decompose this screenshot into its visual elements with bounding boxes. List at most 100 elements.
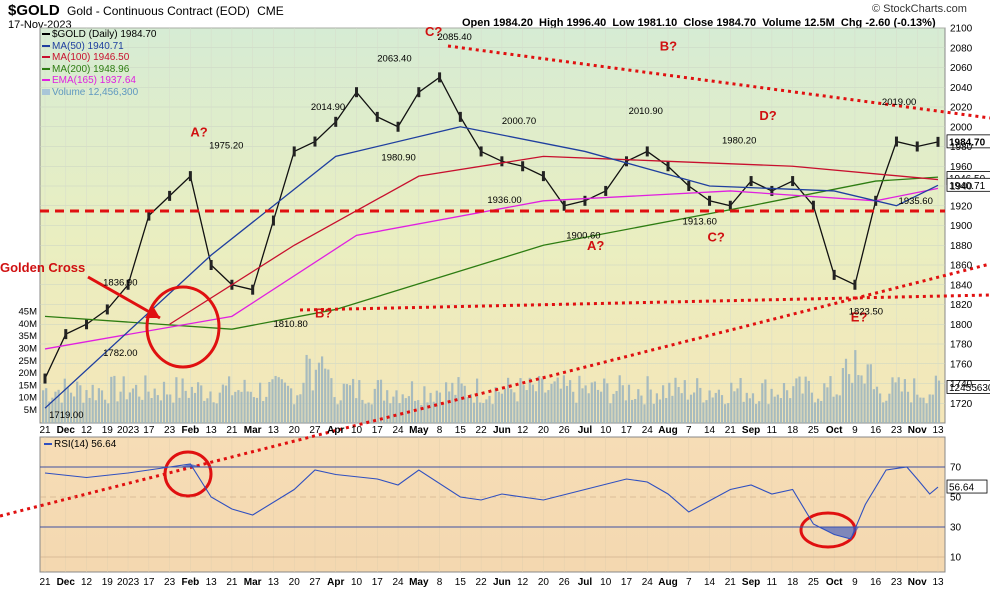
volume-bar xyxy=(206,398,209,423)
volume-bar xyxy=(584,385,587,423)
volume-bar xyxy=(423,386,426,423)
volume-tick-label: 35M xyxy=(19,331,38,342)
axis-badge-box xyxy=(946,380,990,394)
volume-bar xyxy=(652,403,655,423)
volume-bar xyxy=(203,400,206,423)
volume-bar xyxy=(720,395,724,423)
price-candle xyxy=(624,156,628,167)
volume-bar xyxy=(277,377,280,423)
volume-bar xyxy=(559,388,562,423)
price-label: 2063.40 xyxy=(377,54,411,65)
rsi-x-tick-label: 23 xyxy=(891,577,903,588)
volume-bar xyxy=(178,397,181,423)
volume-bar xyxy=(54,391,57,423)
rsi-swatch xyxy=(44,443,52,446)
volume-bar xyxy=(45,388,48,423)
volume-bar xyxy=(888,393,891,423)
ma100-line xyxy=(169,155,939,325)
volume-bar xyxy=(931,394,934,423)
rsi-x-tick-label: 17 xyxy=(143,577,155,588)
volume-bar xyxy=(637,389,640,423)
volume-bar xyxy=(538,375,541,423)
volume-bar xyxy=(553,381,556,423)
legend-item-ma100: MA(100) 1946.50 xyxy=(42,52,157,64)
volume-bar xyxy=(162,381,166,423)
volume-bar xyxy=(736,388,739,423)
volume-bar xyxy=(398,403,401,423)
volume-bar xyxy=(197,382,200,423)
volume-bar xyxy=(714,392,717,423)
rsi-x-tick-label: 8 xyxy=(437,577,443,588)
x-tick-label: Dec xyxy=(57,425,76,436)
volume-bar xyxy=(547,390,550,423)
volume-bar xyxy=(63,378,66,423)
volume-bar xyxy=(751,393,755,423)
volume-bar xyxy=(875,386,879,423)
price-candle xyxy=(583,195,587,206)
x-tick-label: 13 xyxy=(932,425,944,436)
neckline-trendline xyxy=(299,293,990,312)
volume-bar xyxy=(454,394,457,423)
rsi-x-tick-label: 25 xyxy=(808,577,820,588)
volume-bar xyxy=(795,378,798,423)
price-candle xyxy=(500,156,504,167)
volume-bar xyxy=(786,390,789,423)
volume-bar xyxy=(764,379,767,423)
volume-bar xyxy=(286,385,290,423)
volume-bar xyxy=(463,385,466,423)
rsi-x-tick-label: Feb xyxy=(181,577,199,588)
price-label: 1913.60 xyxy=(683,217,717,228)
x-tick-label: Feb xyxy=(181,425,199,436)
rsi-badge-label: 56.64 xyxy=(949,483,974,494)
volume-bar xyxy=(113,375,116,423)
x-tick-label: 17 xyxy=(372,425,384,436)
volume-bar xyxy=(460,383,463,423)
wave-annotation: B? xyxy=(660,39,677,54)
volume-bar xyxy=(748,398,751,423)
x-tick-label: 13 xyxy=(268,425,280,436)
x-tick-label: 27 xyxy=(309,425,321,436)
price-candle xyxy=(271,215,275,226)
volume-bar xyxy=(755,404,758,423)
rsi-x-tick-label: 15 xyxy=(455,577,467,588)
rsi-tick-label: 30 xyxy=(950,523,962,534)
price-label: 1975.20 xyxy=(209,140,243,151)
wave-annotation: B? xyxy=(315,305,332,320)
volume-bar xyxy=(283,382,286,423)
price-label: 1823.50 xyxy=(849,306,883,317)
volume-bar xyxy=(634,398,637,423)
header-symbol-line: $GOLD Gold - Continuous Contract (EOD) C… xyxy=(8,2,284,19)
volume-bar xyxy=(218,392,221,423)
volume-bar xyxy=(237,390,240,423)
volume-bar xyxy=(569,380,572,423)
y-tick-label: 1960 xyxy=(950,162,973,173)
volume-bar xyxy=(922,397,925,423)
volume-bar xyxy=(872,389,875,423)
x-tick-label: 23 xyxy=(164,425,176,436)
volume-bar xyxy=(274,375,277,423)
volume-bar xyxy=(141,399,144,423)
volume-bar xyxy=(885,400,888,423)
x-tick-label: 24 xyxy=(392,425,404,436)
volume-bar xyxy=(804,376,807,423)
volume-bar xyxy=(693,392,696,423)
volume-bar xyxy=(240,391,243,423)
volume-bar xyxy=(866,364,869,423)
volume-bar xyxy=(407,396,410,423)
volume-bar xyxy=(519,378,522,423)
volume-bar xyxy=(469,394,472,423)
volume-bar xyxy=(88,397,91,423)
volume-bar xyxy=(600,391,603,423)
price-candle xyxy=(645,146,649,157)
volume-bar xyxy=(224,385,228,423)
volume-bar xyxy=(193,392,197,423)
price-candle xyxy=(521,161,525,172)
rsi-x-tick-label: 17 xyxy=(621,577,633,588)
rsi-x-tick-label: 7 xyxy=(686,577,692,588)
volume-bar xyxy=(658,399,662,423)
volume-bar xyxy=(906,391,910,423)
volume-bar xyxy=(231,395,234,423)
volume-bar xyxy=(724,404,727,423)
rsi-x-tick-label: 21 xyxy=(226,577,238,588)
